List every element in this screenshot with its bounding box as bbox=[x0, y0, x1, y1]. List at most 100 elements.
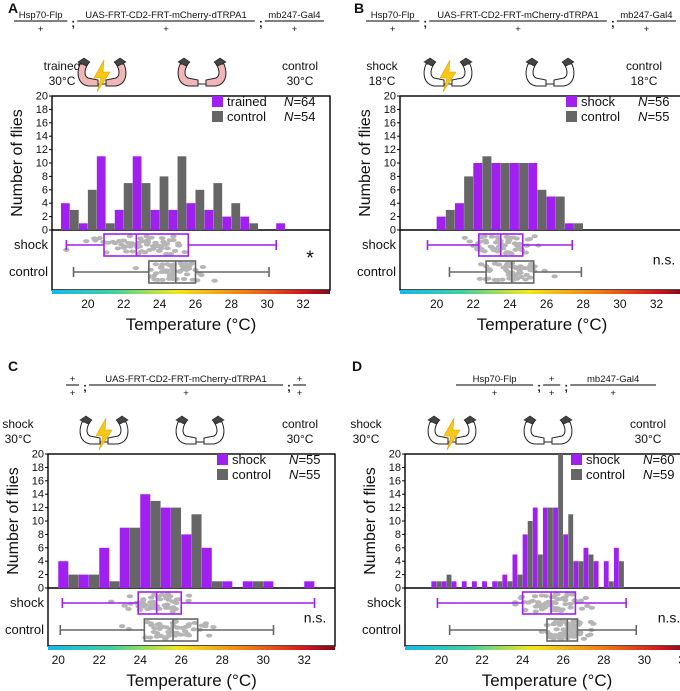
shock-bar bbox=[58, 561, 69, 588]
legend-n-prefix: N= bbox=[289, 452, 306, 467]
legend-n: N=56 bbox=[638, 94, 669, 109]
control-scatter-dot bbox=[523, 272, 530, 277]
shock-scatter-dot bbox=[505, 238, 512, 243]
control-bar bbox=[231, 203, 241, 230]
control-bar bbox=[527, 521, 533, 588]
shock-bar bbox=[546, 196, 556, 230]
condition-right-temp: 30°C bbox=[635, 432, 662, 446]
shock-bar bbox=[119, 527, 130, 588]
control-scatter-dot bbox=[485, 268, 493, 273]
control-scatter-dot bbox=[174, 625, 182, 630]
control-scatter-dot bbox=[142, 635, 149, 640]
control-bar bbox=[436, 581, 442, 588]
shock-scatter-dot bbox=[181, 250, 188, 255]
row-label-control: control bbox=[9, 264, 48, 279]
icon-right-cap bbox=[463, 415, 477, 425]
legend-label: trained bbox=[227, 94, 267, 109]
control-bar bbox=[105, 223, 115, 230]
x-tick-label: 30 bbox=[638, 653, 652, 667]
genotype: Hsp70-Flp + ; + + ; mb247-Gal4 + bbox=[456, 374, 656, 399]
mushroom-body-control-icon bbox=[177, 57, 227, 87]
shock-scatter-dot bbox=[545, 599, 552, 604]
genotype-bottom: + bbox=[183, 388, 189, 399]
icon-left-lobe bbox=[525, 63, 547, 87]
y-axis-title: Number of flies bbox=[362, 467, 379, 575]
shock-scatter-dot bbox=[552, 601, 559, 606]
panel-letter: A bbox=[8, 0, 18, 16]
genotype-top: UAS-FRT-CD2-FRT-mCherry-dTRPA1 bbox=[437, 10, 599, 21]
control-box bbox=[546, 618, 579, 642]
shock-bar bbox=[160, 507, 171, 588]
shock-bar bbox=[222, 216, 232, 230]
legend-n: N=55 bbox=[638, 109, 669, 124]
shock-bar bbox=[461, 581, 467, 588]
x-tick-label: 28 bbox=[225, 297, 239, 311]
panel-c: C + + ; UAS-FRT-CD2-FRT-mCherry-dTRPA1 + ; + + sh… bbox=[2, 358, 336, 690]
control-bar bbox=[537, 554, 543, 588]
shock-scatter-dot bbox=[152, 240, 159, 245]
genotype-separator: ; bbox=[83, 380, 87, 394]
control-scatter-dot bbox=[146, 635, 154, 640]
icon-left-lobe bbox=[77, 63, 99, 87]
control-scatter-dot bbox=[147, 621, 154, 626]
control-scatter-dot bbox=[179, 263, 186, 268]
condition-left-label: shock bbox=[366, 59, 398, 73]
genotype-separator: ; bbox=[537, 380, 541, 394]
legend-n: N=64 bbox=[284, 94, 315, 109]
shock-bar bbox=[132, 156, 142, 230]
control-bar bbox=[588, 554, 594, 588]
shock-scatter-dot bbox=[123, 249, 130, 254]
shock-bar bbox=[573, 561, 579, 588]
condition-right-temp: 30°C bbox=[287, 74, 314, 88]
x-tick-label: 26 bbox=[189, 297, 203, 311]
legend-swatch-shock bbox=[212, 96, 223, 107]
genotype-top: Hsp70-Flp bbox=[19, 10, 63, 21]
lightning-bolt-icon bbox=[93, 59, 111, 93]
shock-scatter-dot bbox=[143, 242, 151, 247]
genotype-top: mb247-Gal4 bbox=[268, 10, 320, 21]
genotype-bottom: + bbox=[297, 388, 303, 399]
icon-right-cap bbox=[459, 57, 473, 67]
y-tick-label: 4 bbox=[42, 198, 48, 210]
shock-scatter-dot bbox=[176, 243, 183, 248]
shock-scatter-dot bbox=[505, 235, 512, 240]
shock-scatter-dot bbox=[138, 239, 146, 244]
shock-scatter-dot bbox=[522, 608, 529, 613]
control-scatter-dot bbox=[132, 266, 140, 271]
condition-left-temp: 30°C bbox=[49, 74, 76, 88]
control-scatter-dot bbox=[577, 630, 584, 635]
control-bar bbox=[171, 507, 182, 588]
genotype-top: + bbox=[549, 374, 555, 385]
condition-right-label: control bbox=[626, 59, 662, 73]
shock-scatter-dot bbox=[155, 248, 163, 253]
shock-scatter-dot bbox=[144, 238, 151, 243]
icon-right-cap bbox=[559, 415, 573, 425]
shock-scatter-dot bbox=[109, 239, 117, 244]
shock-bar bbox=[512, 554, 518, 588]
shock-scatter-dot bbox=[83, 239, 90, 244]
x-axis-title: Temperature (°C) bbox=[126, 315, 257, 334]
genotype: Hsp70-Flp + ; UAS-FRT-CD2-FRT-mCherry-dTRPA… bbox=[14, 10, 324, 35]
x-tick-label: 26 bbox=[557, 653, 571, 667]
control-bar bbox=[159, 176, 169, 230]
genotype-separator: ; bbox=[259, 16, 263, 30]
control-scatter-dot bbox=[580, 636, 588, 641]
legend-n-value: 55 bbox=[655, 109, 669, 124]
shock-scatter-dot bbox=[166, 238, 173, 243]
shock-bar bbox=[186, 203, 196, 230]
shock-scatter-dot bbox=[160, 239, 167, 244]
genotype-bottom: + bbox=[70, 388, 76, 399]
shock-bar bbox=[431, 581, 437, 588]
genotype-top: UAS-FRT-CD2-FRT-mCherry-dTRPA1 bbox=[85, 10, 247, 21]
icon-right-cap bbox=[115, 415, 129, 425]
control-bar bbox=[574, 223, 584, 230]
x-tick-label: 22 bbox=[475, 653, 489, 667]
icon-left-lobe bbox=[175, 421, 197, 445]
shock-scatter-dot bbox=[512, 247, 519, 252]
genotype-bottom: + bbox=[549, 388, 555, 399]
shock-scatter-dot bbox=[461, 235, 469, 240]
icon-right-lobe bbox=[205, 63, 227, 87]
genotype-separator: ; bbox=[564, 380, 568, 394]
lightning-bolt-icon bbox=[443, 417, 461, 451]
control-scatter-dot bbox=[567, 633, 574, 638]
